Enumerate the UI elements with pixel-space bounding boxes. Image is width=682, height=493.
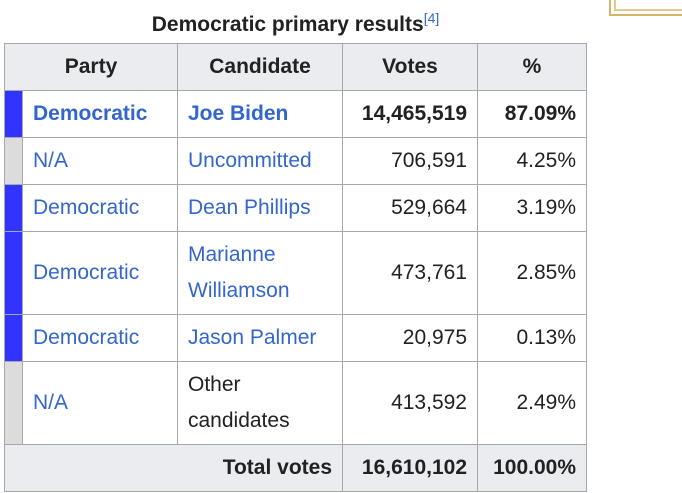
candidate-link[interactable]: Joe Biden — [188, 102, 289, 125]
caption-title: Democratic primary results — [151, 13, 424, 36]
party-color-swatch — [4, 137, 23, 185]
party-link[interactable]: Democratic — [33, 102, 148, 125]
party-cell: Democratic — [22, 90, 178, 138]
table-caption: Democratic primary results[4] — [4, 8, 587, 42]
header-row: Party Candidate Votes % — [4, 43, 587, 91]
votes-cell: 473,761 — [342, 231, 478, 315]
candidate-link[interactable]: Dean Phillips — [188, 196, 311, 219]
party-color-swatch — [4, 90, 23, 138]
reference-link[interactable]: [4] — [423, 10, 440, 26]
results-table: Party Candidate Votes % Democratic Joe Bi… — [4, 43, 587, 492]
party-link[interactable]: N/A — [33, 391, 69, 414]
party-color-swatch — [4, 231, 23, 315]
table-row: N/A Other candidates 413,592 2.49% — [4, 361, 587, 445]
candidate-cell: Jason Palmer — [177, 314, 343, 362]
header-percent: % — [477, 43, 587, 91]
party-cell: Democratic — [22, 231, 178, 315]
candidate-link[interactable]: Uncommitted — [188, 149, 312, 172]
table-row: N/A Uncommitted 706,591 4.25% — [4, 137, 587, 185]
table-row: Democratic Joe Biden 14,465,519 87.09% — [4, 90, 587, 138]
candidate-name: candidates — [188, 409, 290, 432]
party-color-swatch — [4, 361, 23, 445]
party-cell: Democratic — [22, 314, 178, 362]
party-link[interactable]: Democratic — [33, 196, 140, 219]
candidate-cell: Uncommitted — [177, 137, 343, 185]
votes-cell: 14,465,519 — [342, 90, 478, 138]
results-body: Democratic Joe Biden 14,465,519 87.09% N/A Un… — [4, 90, 587, 445]
party-cell: N/A — [22, 137, 178, 185]
percent-cell: 4.25% — [477, 137, 587, 185]
table-row: Democratic Dean Phillips 529,664 3.19% — [4, 184, 587, 232]
candidate-link[interactable]: Williamson — [188, 279, 290, 302]
header-party: Party — [4, 43, 178, 91]
party-link[interactable]: N/A — [33, 149, 69, 172]
total-percent: 100.00% — [477, 444, 587, 492]
votes-cell: 20,975 — [342, 314, 478, 362]
votes-cell: 706,591 — [342, 137, 478, 185]
table-row: Democratic Jason Palmer 20,975 0.13% — [4, 314, 587, 362]
party-cell: N/A — [22, 361, 178, 445]
total-label: Total votes — [4, 444, 343, 492]
party-cell: Democratic — [22, 184, 178, 232]
votes-cell: 413,592 — [342, 361, 478, 445]
candidate-link[interactable]: Jason Palmer — [188, 326, 317, 349]
candidate-link[interactable]: Marianne — [188, 243, 276, 266]
percent-cell: 0.13% — [477, 314, 587, 362]
header-candidate: Candidate — [177, 43, 343, 91]
candidate-cell: Other candidates — [177, 361, 343, 445]
percent-cell: 2.49% — [477, 361, 587, 445]
corner-decoration — [609, 0, 682, 16]
party-link[interactable]: Democratic — [33, 261, 140, 284]
table-row: Democratic Marianne Williamson 473,761 2.85% — [4, 231, 587, 315]
candidate-cell: Joe Biden — [177, 90, 343, 138]
party-color-swatch — [4, 184, 23, 232]
candidate-name: Other — [188, 373, 241, 396]
candidate-cell: Dean Phillips — [177, 184, 343, 232]
party-color-swatch — [4, 314, 23, 362]
candidate-cell: Marianne Williamson — [177, 231, 343, 315]
party-link[interactable]: Democratic — [33, 326, 140, 349]
percent-cell: 2.85% — [477, 231, 587, 315]
total-votes: 16,610,102 — [342, 444, 478, 492]
percent-cell: 3.19% — [477, 184, 587, 232]
percent-cell: 87.09% — [477, 90, 587, 138]
header-votes: Votes — [342, 43, 478, 91]
votes-cell: 529,664 — [342, 184, 478, 232]
total-row: Total votes 16,610,102 100.00% — [4, 444, 587, 492]
